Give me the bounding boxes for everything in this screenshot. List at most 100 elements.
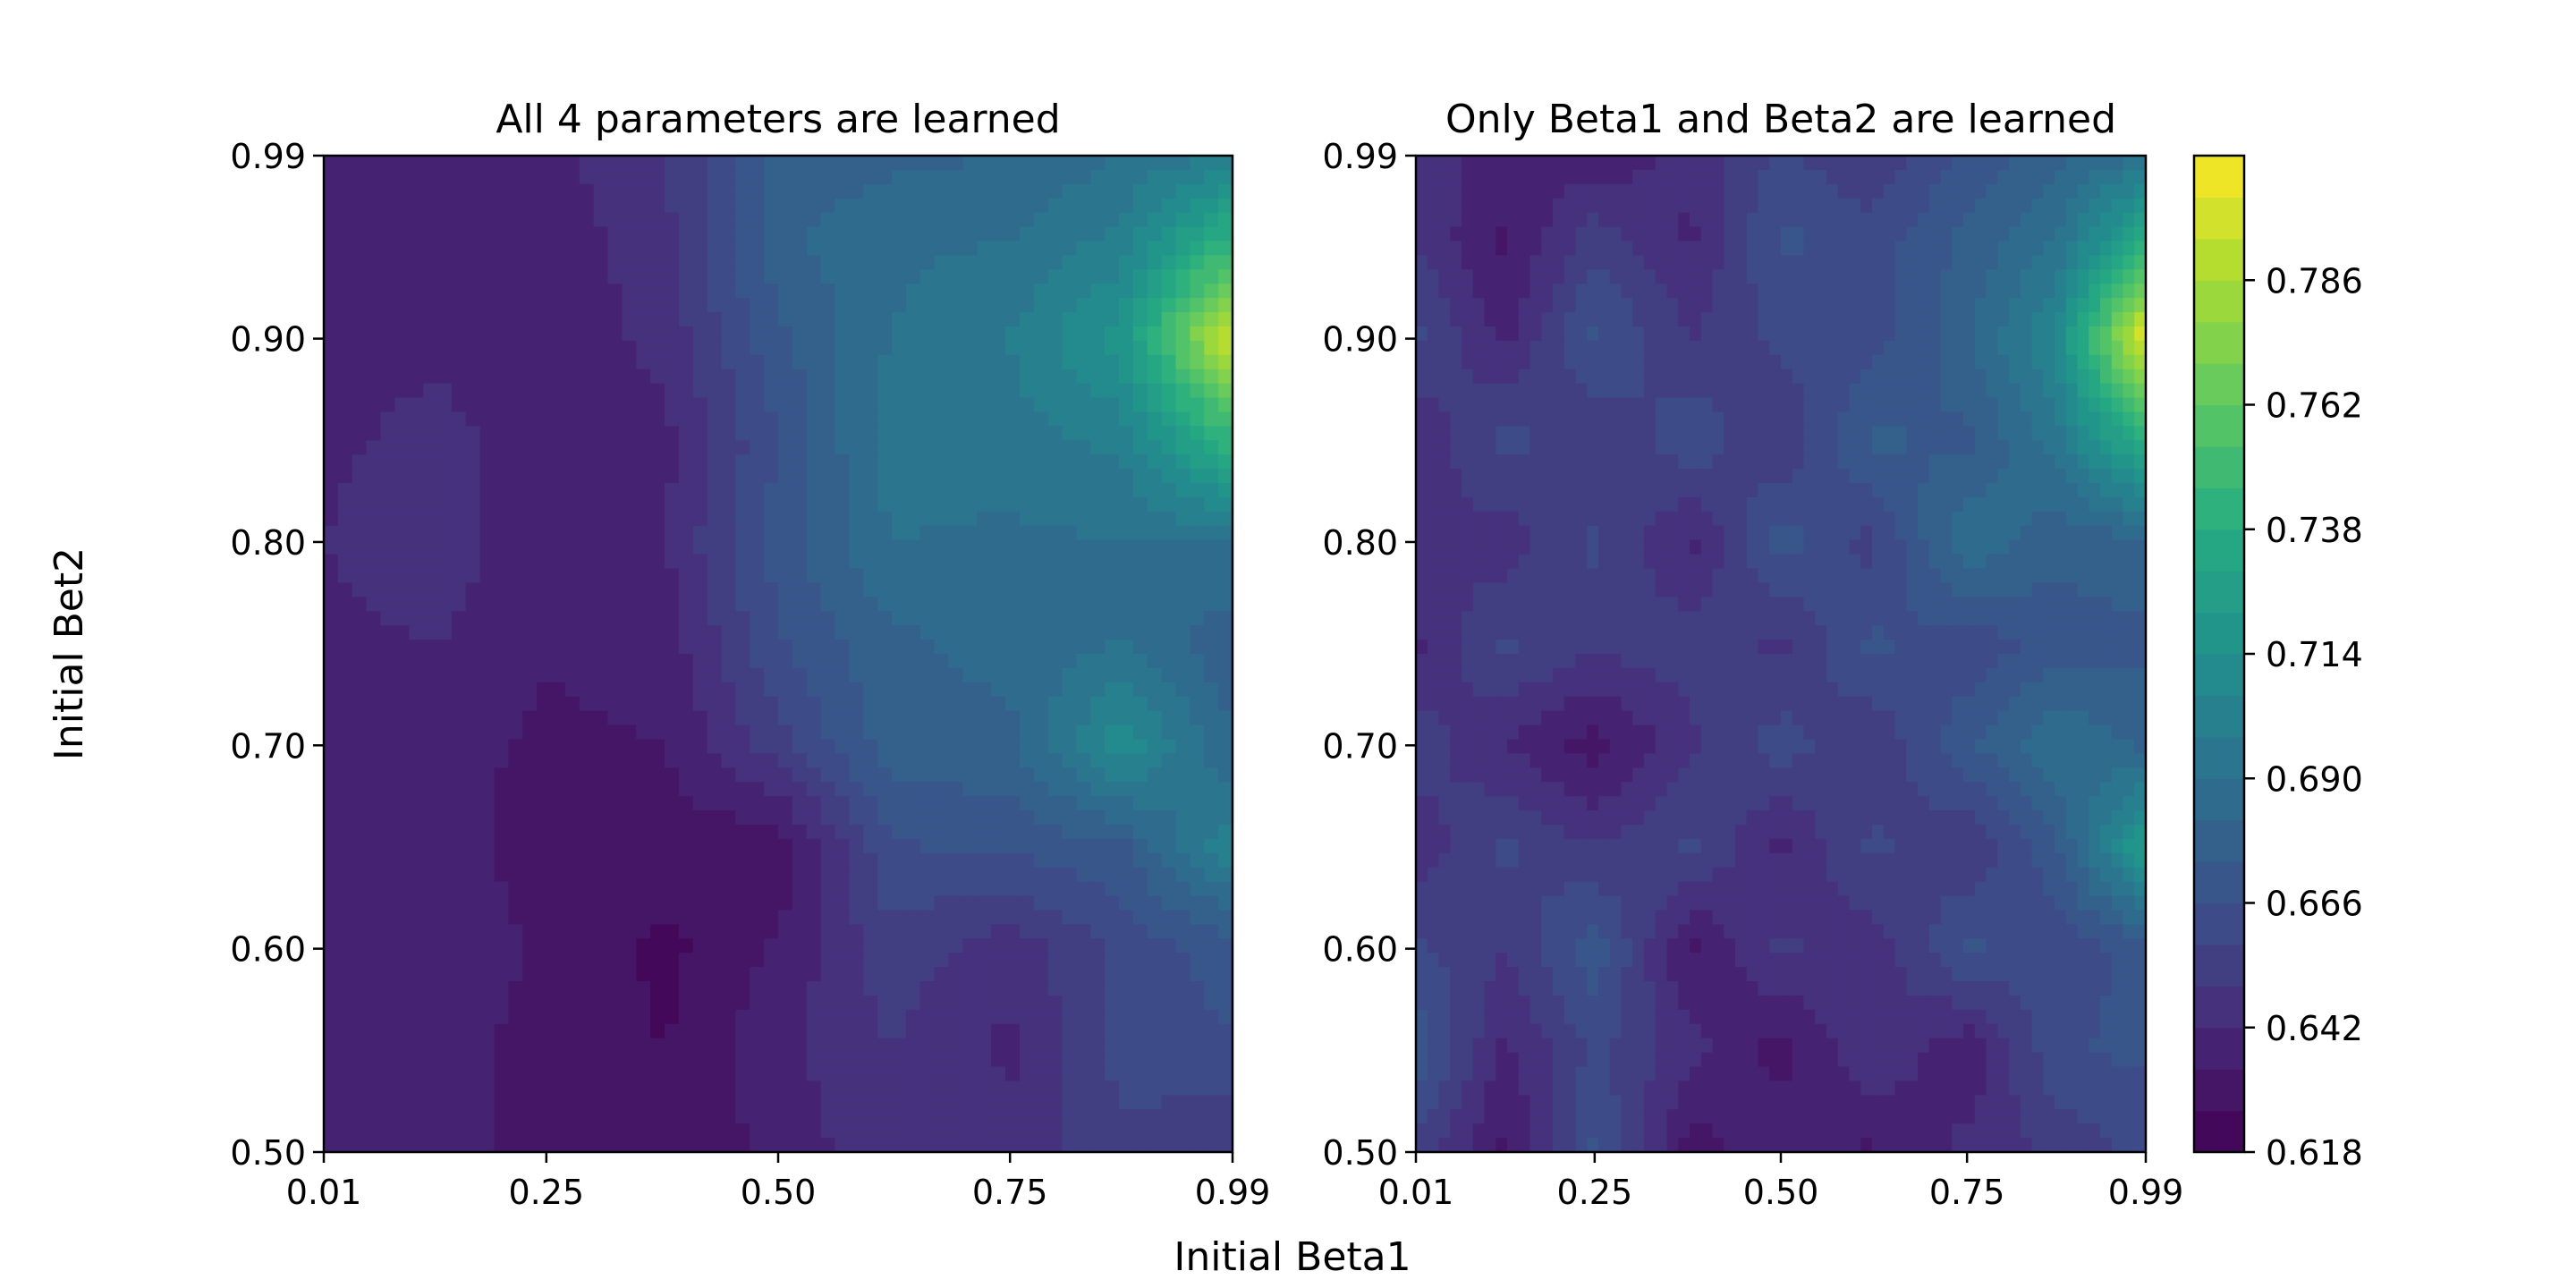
heatmap-cell <box>1047 496 1063 513</box>
heatmap-cell <box>366 411 382 427</box>
heatmap-cell <box>1076 426 1091 441</box>
heatmap-cell <box>820 867 836 883</box>
heatmap-cell <box>1175 597 1191 612</box>
heatmap-cell <box>465 924 481 939</box>
heatmap-cell <box>352 369 368 385</box>
heatmap-cell <box>934 710 950 726</box>
heatmap-cell <box>1963 226 1976 242</box>
heatmap-cell <box>508 383 523 399</box>
heatmap-cell <box>905 255 921 270</box>
heatmap-cell <box>494 469 509 484</box>
heatmap-cell <box>1033 255 1049 270</box>
heatmap-cell <box>849 496 864 513</box>
heatmap-cell <box>324 682 339 698</box>
heatmap-cell <box>678 511 694 527</box>
heatmap-cell <box>1105 298 1120 313</box>
heatmap-cell <box>508 924 523 939</box>
heatmap-cell <box>919 895 936 911</box>
heatmap-cell <box>1062 1038 1077 1054</box>
heatmap-cell <box>934 539 950 555</box>
heatmap-cell <box>579 284 595 299</box>
heatmap-cell <box>579 967 595 982</box>
heatmap-cell <box>905 1095 921 1110</box>
heatmap-cell <box>792 724 808 741</box>
heatmap-cell <box>564 654 580 669</box>
heatmap-cell <box>1119 796 1134 811</box>
heatmap-cell <box>977 1038 992 1054</box>
heatmap-cell <box>919 539 936 555</box>
heatmap-cell <box>409 1038 424 1054</box>
heatmap-cell <box>1062 269 1077 284</box>
heatmap-cell <box>579 1052 595 1068</box>
heatmap-cell <box>678 640 694 655</box>
heatmap-cell <box>1204 981 1219 996</box>
heatmap-cell <box>835 298 850 313</box>
heatmap-cell <box>1132 284 1148 299</box>
heatmap-cell <box>551 852 566 869</box>
heatmap-cell <box>1019 995 1035 1011</box>
heatmap-cell <box>877 1138 893 1153</box>
heatmap-cell <box>593 696 609 712</box>
heatmap-cell <box>1161 539 1177 555</box>
heatmap-cell <box>607 1080 623 1096</box>
heatmap-cell <box>409 383 424 399</box>
heatmap-cell <box>764 838 779 854</box>
heatmap-cell <box>905 1080 921 1096</box>
heatmap-cell <box>1005 454 1021 470</box>
heatmap-cell <box>820 625 836 640</box>
heatmap-cell <box>366 1023 382 1039</box>
heatmap-cell <box>707 710 723 726</box>
heatmap-cell <box>2020 226 2033 242</box>
heatmap-cell <box>1161 582 1177 597</box>
heatmap-cell <box>2020 198 2033 214</box>
heatmap-cell <box>707 312 723 327</box>
heatmap-cell <box>1105 682 1120 698</box>
heatmap-cell <box>423 682 438 698</box>
heatmap-cell <box>1047 597 1063 612</box>
heatmap-cell <box>423 369 438 385</box>
heatmap-cell <box>764 1109 779 1124</box>
heatmap-cell <box>494 924 509 939</box>
heatmap-cell <box>877 1038 893 1054</box>
heatmap-cell <box>1033 1095 1049 1110</box>
heatmap-cell <box>778 269 793 284</box>
heatmap-cell <box>479 226 496 242</box>
heatmap-cell <box>764 796 779 811</box>
heatmap-cell <box>508 967 523 982</box>
heatmap-cell <box>735 938 750 953</box>
heatmap-cell <box>1803 169 1816 185</box>
heatmap-cell <box>991 212 1006 228</box>
heatmap-cell <box>409 226 424 242</box>
heatmap-cell <box>366 796 382 811</box>
heatmap-cell <box>337 554 353 570</box>
heatmap-cell <box>522 995 538 1011</box>
heatmap-cell <box>564 810 580 826</box>
heatmap-cell <box>1837 156 1851 171</box>
heatmap-cell <box>1119 938 1134 953</box>
heatmap-cell <box>835 198 850 214</box>
heatmap-cell <box>764 724 779 741</box>
heatmap-cell <box>593 852 609 869</box>
heatmap-cell <box>863 1080 878 1096</box>
heatmap-cell <box>1105 867 1120 883</box>
heatmap-cell <box>863 582 878 597</box>
heatmap-cell <box>551 411 566 427</box>
heatmap-cell <box>905 838 921 854</box>
heatmap-cell <box>1175 169 1191 185</box>
heatmap-cell <box>820 212 836 228</box>
heatmap-cell <box>1190 1095 1205 1110</box>
heatmap-cell <box>337 212 353 228</box>
heatmap-cell <box>977 1080 992 1096</box>
heatmap-cell <box>1872 212 1885 228</box>
heatmap-cell <box>622 469 637 484</box>
heatmap-cell <box>820 881 836 897</box>
heatmap-cell <box>835 340 850 356</box>
heatmap-cell <box>1849 198 1861 214</box>
heatmap-cell <box>1019 696 1035 712</box>
heatmap-cell <box>650 156 665 171</box>
heatmap-cell <box>650 568 665 584</box>
heatmap-cell <box>551 739 566 754</box>
heatmap-cell <box>1019 611 1035 626</box>
heatmap-cell <box>1105 824 1120 840</box>
heatmap-cell <box>479 397 496 413</box>
